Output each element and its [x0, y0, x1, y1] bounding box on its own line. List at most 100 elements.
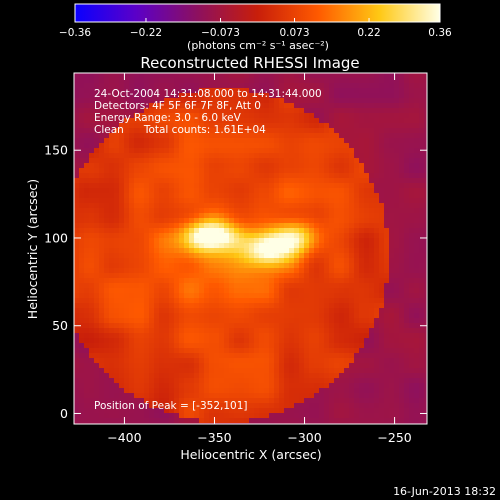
heatmap-cell	[279, 378, 285, 384]
heatmap-cell	[304, 133, 310, 139]
heatmap-cell	[144, 398, 150, 404]
heatmap-cell	[224, 323, 230, 329]
heatmap-cell	[154, 103, 160, 109]
heatmap-cell	[184, 288, 190, 294]
heatmap-cell	[219, 263, 225, 269]
heatmap-cell	[229, 383, 235, 389]
heatmap-cell	[114, 118, 120, 124]
heatmap-cell	[264, 328, 270, 334]
heatmap-cell	[409, 403, 415, 409]
heatmap-cell	[154, 183, 160, 189]
heatmap-cell	[324, 308, 330, 314]
heatmap-cell	[239, 373, 245, 379]
heatmap-cell	[259, 243, 265, 249]
heatmap-cell	[244, 208, 250, 214]
heatmap-cell	[254, 418, 260, 424]
heatmap-cell	[384, 158, 390, 164]
heatmap-cell	[359, 398, 365, 404]
heatmap-cell	[394, 383, 400, 389]
heatmap-cell	[344, 363, 350, 369]
heatmap-cell	[149, 308, 155, 314]
heatmap-cell	[304, 408, 310, 414]
heatmap-cell	[269, 208, 275, 214]
heatmap-cell	[239, 233, 245, 239]
heatmap-cell	[169, 278, 175, 284]
heatmap-cell	[244, 78, 250, 84]
heatmap-cell	[269, 168, 275, 174]
heatmap-cell	[209, 398, 215, 404]
heatmap-cell	[134, 228, 140, 234]
heatmap-cell	[184, 383, 190, 389]
heatmap-cell	[414, 128, 420, 134]
heatmap-cell	[294, 298, 300, 304]
heatmap-cell	[284, 208, 290, 214]
heatmap-cell	[419, 313, 425, 319]
heatmap-cell	[239, 313, 245, 319]
heatmap-cell	[349, 388, 355, 394]
heatmap-cell	[379, 163, 385, 169]
heatmap-cell	[189, 293, 195, 299]
heatmap-cell	[349, 338, 355, 344]
heatmap-cell	[309, 183, 315, 189]
heatmap-cell	[124, 408, 130, 414]
heatmap-cell	[354, 418, 360, 424]
heatmap-cell	[129, 328, 135, 334]
heatmap-cell	[239, 338, 245, 344]
heatmap-cell	[319, 348, 325, 354]
heatmap-cell	[354, 408, 360, 414]
heatmap-cell	[144, 303, 150, 309]
heatmap-cell	[304, 88, 310, 94]
heatmap-cell	[114, 158, 120, 164]
heatmap-cell	[419, 278, 425, 284]
heatmap-cell	[234, 358, 240, 364]
heatmap-cell	[179, 138, 185, 144]
heatmap-cell	[89, 368, 95, 374]
heatmap-cell	[389, 178, 395, 184]
heatmap-cell	[354, 193, 360, 199]
heatmap-cell	[194, 403, 200, 409]
heatmap-cell	[274, 103, 280, 109]
heatmap-cell	[104, 298, 110, 304]
heatmap-cell	[179, 383, 185, 389]
heatmap-cell	[309, 413, 315, 419]
heatmap-cell	[404, 73, 410, 79]
heatmap-cell	[254, 358, 260, 364]
heatmap-cell	[154, 408, 160, 414]
heatmap-cell	[234, 298, 240, 304]
heatmap-cell	[94, 363, 100, 369]
heatmap-cell	[364, 278, 370, 284]
heatmap-cell	[219, 398, 225, 404]
heatmap-cell	[119, 273, 125, 279]
heatmap-cell	[299, 293, 305, 299]
heatmap-cell	[99, 158, 105, 164]
heatmap-cell	[99, 363, 105, 369]
heatmap-cell	[254, 193, 260, 199]
heatmap-cell	[289, 268, 295, 274]
heatmap-cell	[339, 353, 345, 359]
heatmap-cell	[204, 408, 210, 414]
heatmap-cell	[99, 353, 105, 359]
heatmap-cell	[349, 318, 355, 324]
heatmap-cell	[179, 123, 185, 129]
heatmap-cell	[134, 268, 140, 274]
heatmap-cell	[219, 83, 225, 89]
heatmap-cell	[294, 323, 300, 329]
heatmap-cell	[324, 298, 330, 304]
heatmap-cell	[219, 253, 225, 259]
heatmap-cell	[129, 353, 135, 359]
heatmap-cell	[119, 278, 125, 284]
heatmap-cell	[189, 243, 195, 249]
heatmap-cell	[214, 153, 220, 159]
heatmap-cell	[229, 283, 235, 289]
heatmap-cell	[204, 418, 210, 424]
heatmap-cell	[184, 223, 190, 229]
heatmap-cell	[414, 223, 420, 229]
heatmap-cell	[409, 383, 415, 389]
heatmap-cell	[159, 253, 165, 259]
heatmap-cell	[329, 363, 335, 369]
heatmap-cell	[269, 228, 275, 234]
heatmap-cell	[174, 108, 180, 114]
heatmap-cell	[159, 198, 165, 204]
heatmap-cell	[224, 158, 230, 164]
heatmap-cell	[394, 293, 400, 299]
